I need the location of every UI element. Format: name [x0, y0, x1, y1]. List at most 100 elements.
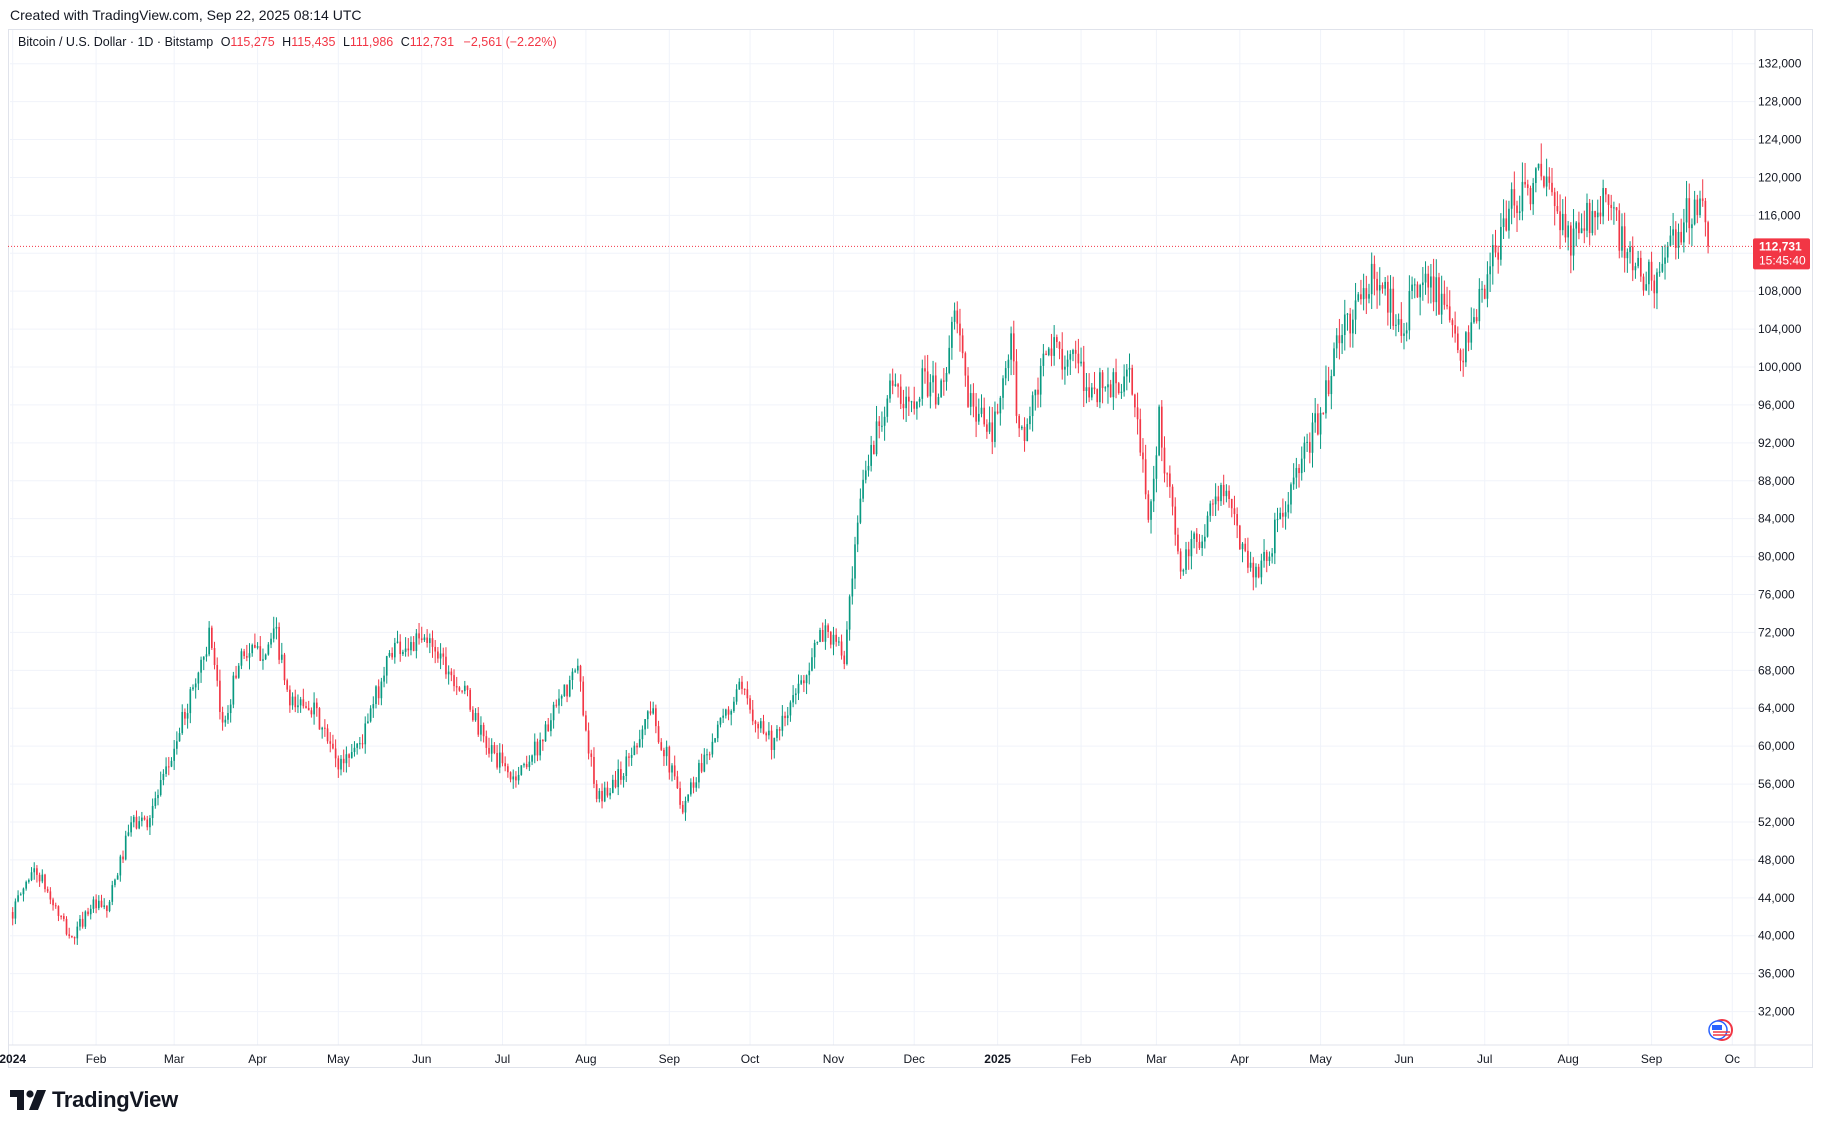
candle — [1424, 261, 1427, 295]
candle — [1446, 286, 1448, 310]
candle — [1142, 438, 1144, 473]
candle — [1500, 213, 1502, 266]
candle — [797, 674, 800, 701]
candle — [859, 488, 862, 525]
candle — [1131, 364, 1134, 396]
candle — [751, 700, 754, 726]
candle — [359, 737, 361, 750]
candle — [1524, 162, 1526, 188]
candle — [73, 936, 76, 945]
candle — [165, 757, 167, 777]
candle — [340, 755, 342, 776]
candle — [988, 406, 991, 435]
candle — [784, 711, 786, 727]
x-tick-label: Dec — [904, 1052, 925, 1066]
candle — [254, 633, 256, 649]
candle — [1540, 143, 1543, 181]
candle — [999, 395, 1002, 426]
y-tick-label: 52,000 — [1758, 815, 1795, 829]
candle — [318, 707, 321, 730]
candle — [568, 675, 571, 698]
candle — [1462, 348, 1465, 377]
candle — [453, 669, 455, 692]
candle — [256, 642, 259, 650]
candle — [708, 751, 711, 760]
candle — [237, 663, 240, 679]
candle — [679, 781, 681, 809]
candle — [1198, 534, 1201, 550]
y-tick-label: 96,000 — [1758, 398, 1795, 412]
candle — [778, 726, 781, 741]
candle — [1513, 171, 1516, 218]
candle — [1034, 389, 1037, 411]
symbol-name[interactable]: Bitcoin / U.S. Dollar · 1D · Bitstamp — [18, 35, 214, 49]
candle — [1650, 251, 1653, 291]
last-price-value: 112,731 — [1759, 239, 1802, 253]
candle — [652, 701, 655, 715]
candle — [681, 800, 684, 815]
candle — [956, 301, 959, 334]
candle — [1177, 527, 1179, 555]
chart-pane[interactable] — [8, 29, 1813, 1068]
candle — [719, 717, 722, 728]
high-value: 115,435 — [291, 35, 336, 49]
candle — [208, 621, 210, 657]
candle — [1430, 263, 1432, 304]
candle — [1604, 187, 1607, 203]
tradingview-logo[interactable]: TradingView — [10, 1087, 178, 1113]
candle — [994, 401, 996, 448]
candle — [1567, 221, 1569, 251]
candle — [905, 386, 907, 422]
candle — [1559, 194, 1561, 250]
candle — [1187, 541, 1190, 570]
candle — [194, 678, 197, 699]
candle — [1074, 340, 1077, 369]
candle — [601, 783, 603, 809]
candle — [488, 737, 490, 758]
candle — [213, 641, 216, 670]
candle — [1621, 213, 1623, 258]
candle — [636, 742, 638, 755]
candle — [1147, 490, 1150, 523]
candle — [1486, 261, 1489, 308]
change-value: −2,561 (−2.22%) — [463, 35, 557, 49]
x-tick-label: Oct — [741, 1052, 760, 1066]
candle — [1556, 191, 1559, 214]
candle — [1179, 548, 1182, 580]
candle — [1707, 220, 1709, 254]
candle — [687, 794, 689, 803]
candle — [385, 655, 388, 684]
time-axis[interactable]: 2024 Feb Mar Apr May Jun Jul Aug Sep Oct Nov Dec 202… — [0, 1044, 1813, 1066]
candle — [668, 745, 671, 780]
candle — [36, 865, 38, 883]
candle — [1031, 391, 1034, 432]
candle — [1220, 482, 1222, 506]
candle — [1478, 278, 1481, 330]
candle — [248, 643, 251, 670]
candle — [663, 747, 665, 767]
candle — [1413, 278, 1416, 299]
candle — [1629, 241, 1631, 264]
candle — [1023, 417, 1026, 452]
candle — [184, 708, 186, 726]
x-tick-label: Jun — [1394, 1052, 1413, 1066]
candle — [1664, 244, 1666, 280]
candle — [1282, 498, 1284, 528]
candle — [907, 386, 910, 417]
candle — [84, 910, 87, 930]
created-with-caption: Created with TradingView.com, Sep 22, 20… — [10, 7, 362, 23]
candle — [951, 316, 953, 360]
candle — [404, 637, 407, 657]
price-axis[interactable]: 32,000 36,000 40,000 44,000 48,000 52,000 56,0… — [1754, 30, 1802, 1068]
candle — [1494, 229, 1497, 258]
candle — [498, 743, 501, 774]
candle — [603, 781, 606, 803]
candle — [1101, 370, 1104, 404]
candle — [1497, 245, 1500, 274]
candle — [1518, 195, 1521, 221]
candle — [11, 907, 14, 926]
candle — [1303, 436, 1306, 473]
us-flag-icon[interactable] — [1708, 1019, 1733, 1041]
candle — [485, 730, 488, 755]
